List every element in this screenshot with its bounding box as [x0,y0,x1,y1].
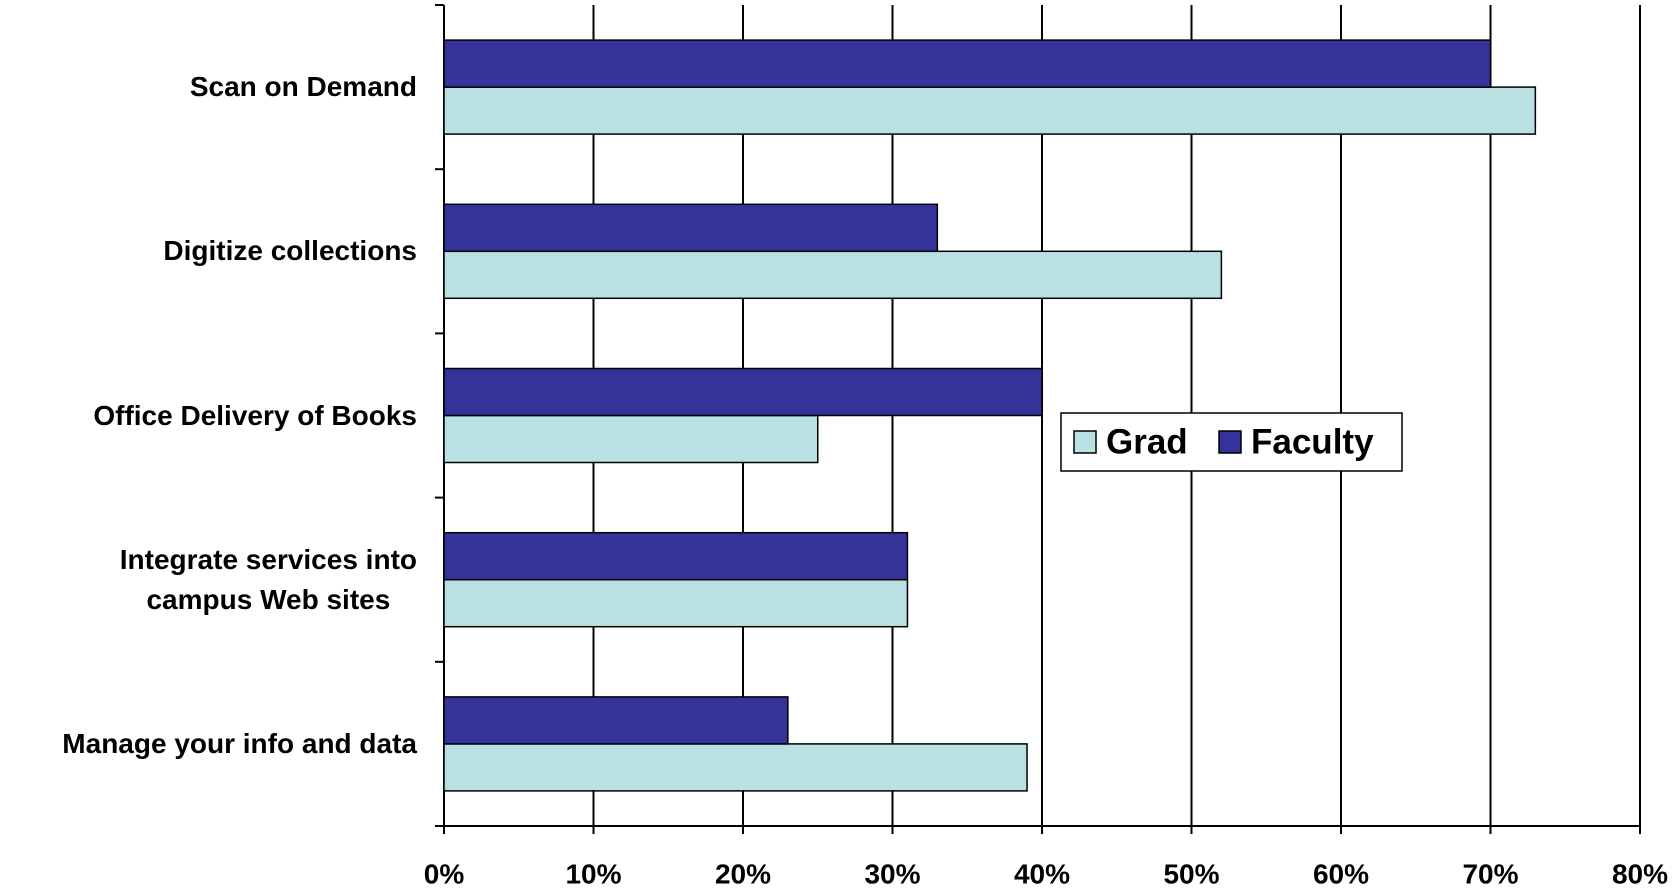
bar [443,743,1028,792]
x-tick-label: 60% [1313,858,1369,889]
legend-label: Faculty [1251,422,1374,461]
legend-label: Grad [1106,422,1188,461]
y-tick-label: Digitize collections [163,235,417,267]
x-tick-label: 30% [864,858,920,889]
x-tick-label: 40% [1014,858,1070,889]
x-tick-label: 0% [424,858,465,889]
bar [443,203,939,253]
x-tick-label: 80% [1612,858,1668,889]
bar [443,86,1537,135]
bar [443,531,909,581]
legend-swatch [1073,430,1097,454]
x-tick-label: 70% [1462,858,1518,889]
bar [443,250,1223,300]
y-tick-label: Integrate services into campus Web sites [119,543,417,615]
x-tick-label: 50% [1163,858,1219,889]
x-tick-label: 10% [565,858,621,889]
y-tick-label: Scan on Demand [189,71,417,103]
x-tick-label: 20% [715,858,771,889]
bar [443,578,909,628]
legend-swatch [1218,430,1242,454]
y-tick-label: Office Delivery of Books [93,399,417,431]
bar [443,696,789,745]
bar [443,367,1043,417]
bar [443,39,1492,88]
bar [443,414,819,464]
y-tick-label: Manage your info and data [62,727,417,759]
